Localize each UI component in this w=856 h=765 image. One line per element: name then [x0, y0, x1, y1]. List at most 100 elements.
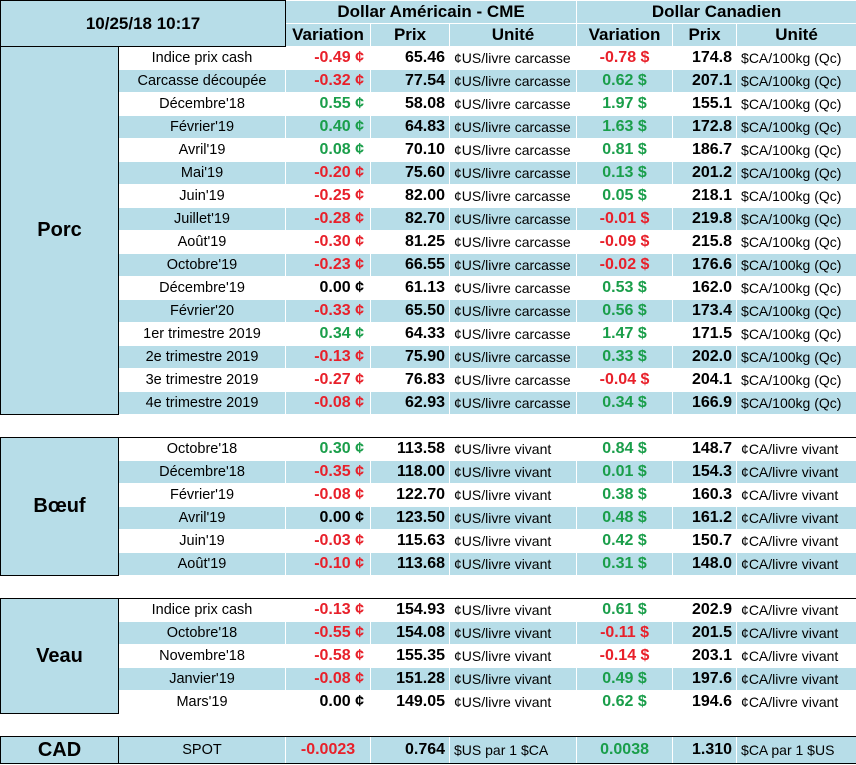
usd-title: Dollar Américain - CME	[285, 0, 578, 24]
usd-price: 154.93	[370, 598, 451, 622]
cad-unit: ¢CA/livre vivant	[736, 460, 856, 484]
table-row: Octobre'19 -0.23 ¢ 66.55 ¢US/livre carcasse…	[1, 253, 856, 277]
usd-price: 66.55	[370, 253, 451, 277]
usd-price: 149.05	[370, 690, 451, 714]
separator-cell	[0, 575, 856, 599]
usd-price: 70.10	[370, 138, 451, 162]
cad-variation: 0.62 $	[576, 690, 674, 714]
cad-unit: $CA/100kg (Qc)	[736, 253, 856, 277]
contract-label: 1er trimestre 2019	[117, 322, 287, 346]
table-row: Août'19 -0.10 ¢ 113.68 ¢US/livre vivant 0.31…	[1, 552, 856, 576]
cad-unit: $CA/100kg (Qc)	[736, 184, 856, 208]
cad-unite-header: Unité	[736, 23, 856, 47]
cad-price: 155.1	[672, 92, 738, 116]
cad-unit: $CA/100kg (Qc)	[736, 391, 856, 415]
separator-cell	[0, 414, 856, 438]
cad-unit: ¢CA/livre vivant	[736, 506, 856, 530]
cad-variation: 0.62 $	[576, 69, 674, 93]
cad-spot-row: CAD SPOT -0.0023 0.764 $US par 1 $CA 0.0038 1.…	[0, 736, 856, 764]
usd-price: 64.83	[370, 115, 451, 139]
contract-label: Janvier'19	[117, 667, 287, 691]
contract-label: Août'19	[117, 230, 287, 254]
usd-unit: ¢US/livre vivant	[449, 506, 578, 530]
cad-variation: -0.11 $	[576, 621, 674, 645]
usd-unit: ¢US/livre vivant	[449, 529, 578, 553]
cad-price: 197.6	[672, 667, 738, 691]
cad-unit: ¢CA/livre vivant	[736, 690, 856, 714]
contract-label: Mai'19	[117, 161, 287, 185]
cad-price: 186.7	[672, 138, 738, 162]
cad-price: 202.9	[672, 598, 738, 622]
cad-price: 162.0	[672, 276, 738, 300]
contract-label: Juin'19	[117, 529, 287, 553]
cad-price: 207.1	[672, 69, 738, 93]
cad-unit: ¢CA/livre vivant	[736, 483, 856, 507]
cad-unit: $CA/100kg (Qc)	[736, 299, 856, 323]
usd-variation: -0.28 ¢	[285, 207, 372, 231]
usd-unit: ¢US/livre carcasse	[449, 253, 578, 277]
usd-variation: 0.55 ¢	[285, 92, 372, 116]
cad-variation: 0.84 $	[576, 437, 674, 461]
usd-price: 113.68	[370, 552, 451, 576]
cad-price: 176.6	[672, 253, 738, 277]
contract-label: Novembre'18	[117, 644, 287, 668]
usd-price: 154.08	[370, 621, 451, 645]
usd-unit: ¢US/livre carcasse	[449, 345, 578, 369]
table-row: 4e trimestre 2019 -0.08 ¢ 62.93 ¢US/livre c…	[1, 391, 856, 415]
cad-price: 204.1	[672, 368, 738, 392]
contract-label: Décembre'18	[117, 92, 287, 116]
contract-label: 2e trimestre 2019	[117, 345, 287, 369]
usd-variation: -0.58 ¢	[285, 644, 372, 668]
usd-price: 115.63	[370, 529, 451, 553]
cad-unit: ¢CA/livre vivant	[736, 529, 856, 553]
cad-price: 154.3	[672, 460, 738, 484]
table-row: Veau Indice prix cash -0.13 ¢ 154.93 ¢US/liv…	[0, 598, 856, 714]
usd-variation: -0.30 ¢	[285, 230, 372, 254]
contract-label: 4e trimestre 2019	[117, 391, 287, 415]
usd-unit: ¢US/livre vivant	[449, 598, 578, 622]
category-label: CAD	[0, 736, 119, 764]
usd-price: 58.08	[370, 92, 451, 116]
usd-variation: 0.00 ¢	[285, 276, 372, 300]
usd-unit: ¢US/livre carcasse	[449, 368, 578, 392]
usd-variation: -0.20 ¢	[285, 161, 372, 185]
usd-variation: 0.08 ¢	[285, 138, 372, 162]
cad-variation: 0.38 $	[576, 483, 674, 507]
cad-variation: 0.48 $	[576, 506, 674, 530]
cad-variation: 0.49 $	[576, 667, 674, 691]
usd-price: 118.00	[370, 460, 451, 484]
cad-prix-header: Prix	[672, 23, 738, 47]
cad-price: 202.0	[672, 345, 738, 369]
usd-variation-header: Variation	[285, 23, 372, 47]
usd-unit: ¢US/livre vivant	[449, 483, 578, 507]
spot-label: SPOT	[117, 736, 287, 764]
usd-price: 64.33	[370, 322, 451, 346]
cad-variation: 0.31 $	[576, 552, 674, 576]
usd-price: 75.60	[370, 161, 451, 185]
cad-variation: -0.09 $	[576, 230, 674, 254]
cad-unit: $CA/100kg (Qc)	[736, 230, 856, 254]
usd-variation: 0.34 ¢	[285, 322, 372, 346]
cad-unit: $CA/100kg (Qc)	[736, 92, 856, 116]
table-row: Décembre'18 -0.35 ¢ 118.00 ¢US/livre vivant…	[1, 460, 856, 484]
table-row: Juin'19 -0.25 ¢ 82.00 ¢US/livre carcasse 0.0…	[1, 184, 856, 208]
usd-unit: ¢US/livre carcasse	[449, 391, 578, 415]
cad-variation: 1.97 $	[576, 92, 674, 116]
cad-unit: $CA/100kg (Qc)	[736, 368, 856, 392]
cad-variation: 0.33 $	[576, 345, 674, 369]
usd-price: 62.93	[370, 391, 451, 415]
usd-price: 76.83	[370, 368, 451, 392]
section-separator	[0, 575, 856, 599]
usd-variation: -0.27 ¢	[285, 368, 372, 392]
cad-price: 201.2	[672, 161, 738, 185]
usd-price: 82.70	[370, 207, 451, 231]
cad-unit: $CA par 1 $US	[736, 736, 856, 764]
usd-price: 113.58	[370, 437, 451, 461]
cad-unit: ¢CA/livre vivant	[736, 667, 856, 691]
usd-price: 82.00	[370, 184, 451, 208]
usd-variation: -0.25 ¢	[285, 184, 372, 208]
usd-unit: ¢US/livre vivant	[449, 552, 578, 576]
cad-variation: 1.63 $	[576, 115, 674, 139]
usd-unit: ¢US/livre carcasse	[449, 299, 578, 323]
